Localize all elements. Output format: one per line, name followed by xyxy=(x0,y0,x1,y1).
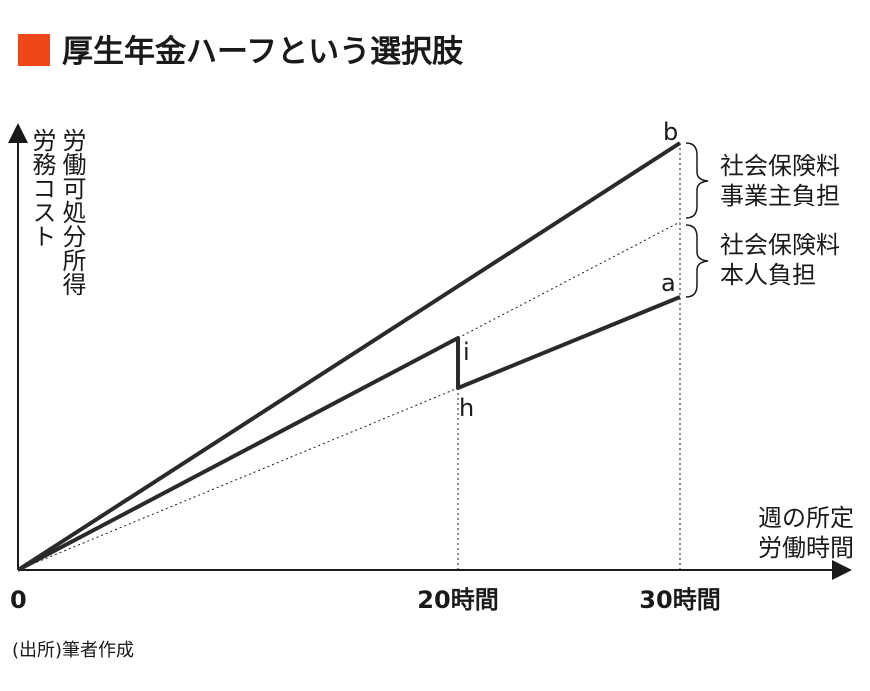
x-tick-label: 30時間 xyxy=(639,586,720,614)
title-icon xyxy=(18,34,50,66)
title: 厚生年金ハーフという選択肢 xyxy=(62,34,464,70)
x-axis-label: 労働時間 xyxy=(758,534,854,562)
bracket xyxy=(685,142,709,219)
x-tick-label: 20時間 xyxy=(417,586,498,614)
point-label: a xyxy=(661,269,676,297)
y-axis-label: 労務コスト xyxy=(28,128,56,248)
bracket-label: 事業主負担 xyxy=(720,182,840,210)
bracket xyxy=(685,224,709,298)
point-label: h xyxy=(459,394,474,422)
guides xyxy=(17,143,681,571)
bracket-label: 社会保険料 xyxy=(720,152,840,180)
x-tick-label: 0 xyxy=(10,586,27,614)
point-label: i xyxy=(463,338,470,366)
y-axis-label: 労働可処分所得 xyxy=(58,128,86,296)
bracket-label: 本人負担 xyxy=(720,261,816,289)
point-label: b xyxy=(663,118,678,146)
x-axis-label: 週の所定 xyxy=(758,504,854,532)
lines xyxy=(16,141,682,572)
bracket-label: 社会保険料 xyxy=(720,231,840,259)
source: (出所)筆者作成 xyxy=(12,640,134,661)
